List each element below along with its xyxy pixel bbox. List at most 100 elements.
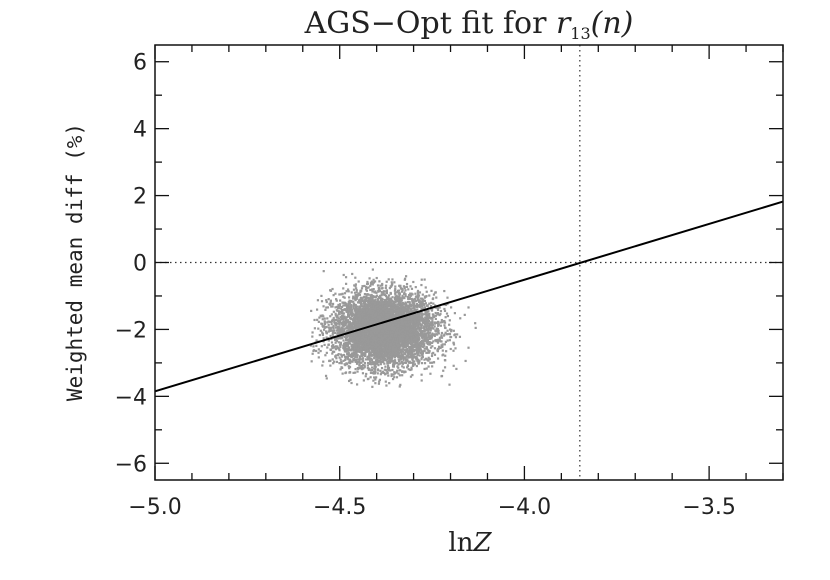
scatter-point bbox=[421, 355, 424, 359]
scatter-point bbox=[338, 323, 341, 326]
scatter-point bbox=[322, 328, 326, 331]
scatter-point bbox=[443, 333, 446, 336]
scatter-point bbox=[367, 348, 370, 351]
scatter-point bbox=[435, 321, 438, 325]
scatter-point bbox=[434, 333, 437, 336]
scatter-point bbox=[413, 343, 416, 346]
scatter-point bbox=[418, 345, 421, 348]
scatter-point bbox=[321, 322, 324, 326]
scatter-point bbox=[411, 373, 414, 377]
scatter-point bbox=[383, 303, 386, 306]
scatter-point bbox=[394, 309, 397, 312]
scatter-point bbox=[401, 362, 405, 365]
scatter-point bbox=[368, 346, 371, 349]
scatter-point bbox=[370, 318, 373, 321]
scatter-point bbox=[372, 320, 375, 323]
scatter-point bbox=[381, 312, 384, 315]
scatter-point bbox=[359, 366, 362, 369]
scatter-point bbox=[365, 295, 368, 298]
scatter-point bbox=[327, 323, 330, 326]
scatter-point bbox=[381, 313, 385, 316]
scatter-point bbox=[380, 358, 383, 361]
scatter-point bbox=[416, 311, 420, 315]
scatter-point bbox=[410, 355, 413, 358]
scatter-point bbox=[444, 331, 447, 334]
scatter-point bbox=[423, 347, 426, 350]
scatter-point bbox=[426, 348, 429, 351]
scatter-point bbox=[427, 333, 430, 336]
scatter-point bbox=[325, 351, 328, 354]
scatter-point bbox=[421, 331, 424, 335]
scatter-point bbox=[364, 288, 368, 291]
scatter-point bbox=[347, 325, 350, 328]
scatter-point bbox=[411, 307, 414, 310]
scatter-point bbox=[331, 358, 334, 361]
scatter-point bbox=[357, 333, 360, 336]
scatter-point bbox=[399, 304, 403, 308]
scatter-point bbox=[373, 341, 376, 344]
scatter-point bbox=[354, 332, 357, 335]
scatter-point bbox=[412, 303, 415, 306]
scatter-point bbox=[338, 331, 341, 334]
scatter-point bbox=[371, 346, 374, 349]
scatter-point bbox=[423, 334, 426, 337]
scatter-point bbox=[310, 360, 313, 363]
scatter-point bbox=[358, 350, 361, 354]
scatter-point bbox=[335, 339, 338, 343]
scatter-point bbox=[319, 349, 322, 353]
scatter-point bbox=[419, 301, 423, 304]
scatter-point bbox=[329, 364, 332, 367]
scatter-point bbox=[374, 368, 377, 371]
scatter-point bbox=[384, 303, 388, 306]
scatter-point bbox=[378, 380, 381, 383]
scatter-point bbox=[386, 307, 389, 310]
scatter-point bbox=[432, 293, 436, 296]
scatter-point bbox=[366, 364, 369, 367]
scatter-point bbox=[389, 311, 392, 314]
scatter-point bbox=[401, 297, 404, 300]
scatter-point bbox=[404, 350, 407, 353]
scatter-point bbox=[342, 304, 345, 307]
scatter-point bbox=[364, 339, 367, 342]
scatter-point bbox=[364, 318, 367, 322]
scatter-point bbox=[360, 330, 363, 334]
scatter-point bbox=[436, 357, 440, 360]
scatter-point bbox=[398, 358, 401, 361]
scatter-point bbox=[403, 296, 406, 300]
scatter-point bbox=[337, 303, 340, 307]
scatter-point bbox=[439, 310, 443, 313]
scatter-point bbox=[379, 342, 382, 346]
scatter-point bbox=[399, 334, 402, 337]
scatter-point bbox=[406, 295, 409, 299]
scatter-point bbox=[343, 292, 347, 295]
scatter-point bbox=[377, 359, 381, 362]
scatter-point bbox=[352, 295, 355, 298]
scatter-point bbox=[330, 305, 333, 308]
scatter-point bbox=[403, 361, 406, 364]
scatter-point bbox=[400, 290, 404, 293]
scatter-point bbox=[359, 301, 363, 304]
scatter-point bbox=[428, 343, 431, 346]
scatter-point bbox=[344, 333, 348, 337]
scatter-point bbox=[429, 329, 432, 332]
scatter-point bbox=[450, 328, 453, 332]
scatter-point bbox=[440, 374, 444, 378]
scatter-point bbox=[331, 287, 334, 291]
scatter-point bbox=[409, 356, 412, 359]
scatter-point bbox=[375, 325, 378, 328]
scatter-point bbox=[401, 365, 404, 368]
scatter-point bbox=[407, 368, 410, 371]
scatter-point bbox=[452, 329, 455, 332]
scatter-point bbox=[342, 295, 345, 298]
scatter-point bbox=[318, 333, 321, 337]
scatter-point bbox=[359, 291, 362, 294]
scatter-point bbox=[369, 288, 372, 292]
scatter-point bbox=[424, 302, 427, 305]
scatter-point bbox=[455, 367, 458, 371]
scatter-point bbox=[390, 281, 393, 284]
scatter-point bbox=[355, 287, 358, 290]
scatter-point bbox=[345, 321, 348, 325]
scatter-point bbox=[359, 319, 362, 322]
scatter-point bbox=[387, 347, 391, 350]
scatter-point bbox=[355, 307, 358, 311]
